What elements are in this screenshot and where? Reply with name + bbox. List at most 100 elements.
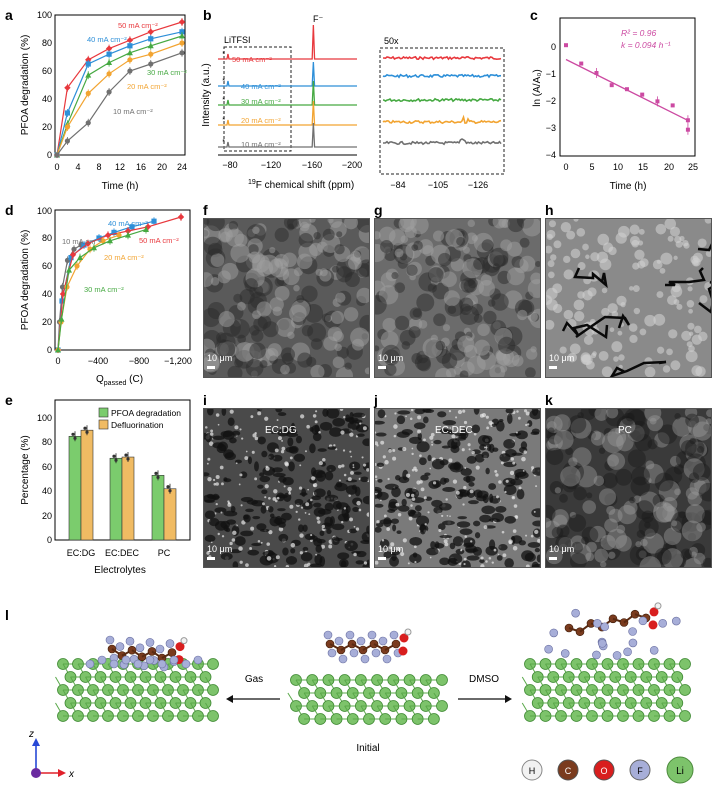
h-atom: [180, 637, 188, 645]
sem-pore: [375, 420, 385, 425]
sem-grain: [384, 363, 397, 376]
y-tick: 100: [37, 10, 52, 20]
sem-blob: [547, 435, 563, 451]
panel-j-label: j: [373, 392, 378, 408]
sem-pore: [332, 417, 346, 427]
scale-bar-f: [207, 366, 215, 369]
sem-pore: [337, 552, 350, 560]
sem-blob: [627, 409, 647, 429]
sem-speck: [469, 489, 474, 494]
sem-speck: [448, 458, 453, 463]
sem-grain: [613, 356, 619, 362]
sem-grain: [327, 326, 343, 342]
sem-pore: [227, 417, 235, 426]
sem-grain: [667, 295, 677, 306]
sem-grain: [546, 245, 553, 254]
sem-pore: [243, 514, 251, 523]
sem-speck: [522, 469, 525, 472]
sem-pore: [409, 436, 422, 445]
sem-speck: [513, 504, 518, 508]
series-label-30: 30 mA cm⁻²: [241, 97, 281, 106]
sem-speck: [244, 456, 249, 460]
sem-speck: [521, 456, 526, 462]
sem-pore: [377, 478, 383, 483]
sem-blob: [680, 439, 697, 456]
sem-grain: [530, 272, 540, 285]
sem-speck: [342, 449, 346, 452]
sem-speck: [321, 524, 325, 529]
sem-pore: [278, 533, 289, 542]
sem-speck: [285, 564, 290, 567]
sem-blob: [670, 520, 682, 532]
scale-bar-i: [207, 557, 215, 560]
sem-pore: [267, 506, 274, 513]
sem-blob: [685, 413, 699, 428]
sem-grain: [552, 303, 563, 314]
sem-grain: [287, 331, 295, 340]
sem-grain: [216, 339, 236, 359]
sem-speck: [375, 431, 377, 434]
sem-grain: [644, 357, 653, 366]
sem-pore: [343, 512, 350, 522]
sem-pore: [401, 498, 407, 507]
inset-spectrum-line: [383, 138, 502, 146]
sem-speck: [429, 467, 432, 470]
y-tick: 80: [42, 233, 52, 243]
sem-speck: [488, 557, 492, 560]
f-atom: [345, 630, 355, 640]
y-tick: 60: [42, 261, 52, 271]
sem-blob: [681, 512, 702, 532]
sem-grain: [412, 308, 422, 318]
data-point: [655, 99, 660, 104]
sem-grain: [573, 310, 585, 322]
replicate-dot: [114, 458, 118, 462]
panel-b-xlabel: 19F chemical shift (ppm): [248, 179, 354, 191]
sem-speck: [340, 430, 345, 435]
sem-grain: [569, 343, 581, 355]
y-tick: 100: [37, 413, 52, 423]
f-atom: [600, 622, 610, 632]
sem-speck: [221, 482, 224, 486]
data-point: [106, 59, 113, 65]
sem-crack: [698, 280, 711, 314]
f-atom: [323, 630, 333, 640]
sem-speck: [504, 490, 507, 494]
sem-h-image: [546, 219, 711, 377]
sem-blob: [582, 500, 597, 514]
sem-speck: [441, 514, 444, 518]
sem-pore: [520, 441, 528, 450]
sem-speck: [245, 563, 249, 567]
sem-blob: [596, 477, 606, 486]
y-tick: 20: [42, 122, 52, 132]
x-tick: −80: [222, 160, 237, 170]
sem-grain: [644, 314, 656, 327]
sem-blob: [638, 491, 661, 514]
sem-pore: [295, 435, 302, 444]
sem-pore: [433, 439, 442, 445]
sem-speck: [348, 494, 351, 498]
sem-speck: [411, 497, 416, 501]
caption-k: PC: [618, 425, 632, 436]
inset-spectrum-line: [382, 97, 502, 103]
panel-e-label: e: [5, 392, 13, 408]
sem-speck: [498, 480, 502, 484]
sem-speck: [389, 546, 393, 550]
sem-speck: [405, 492, 410, 497]
sem-speck: [512, 529, 517, 533]
sem-blob: [657, 424, 678, 445]
sem-speck: [287, 486, 292, 492]
data-point: [177, 213, 185, 221]
replicate-dot: [124, 453, 128, 457]
sem-crack: [573, 267, 608, 289]
sem-pore: [532, 467, 540, 476]
sem-labels: f g h i j k: [203, 202, 554, 408]
sem-pore: [259, 475, 271, 483]
sem-speck: [250, 415, 254, 419]
scale-bar-h: [549, 366, 557, 369]
sem-blob: [569, 552, 587, 567]
sem-speck: [430, 432, 435, 437]
sem-speck: [388, 448, 392, 453]
sem-pore: [226, 519, 237, 525]
sem-grain: [670, 360, 681, 371]
data-point: [685, 118, 690, 123]
